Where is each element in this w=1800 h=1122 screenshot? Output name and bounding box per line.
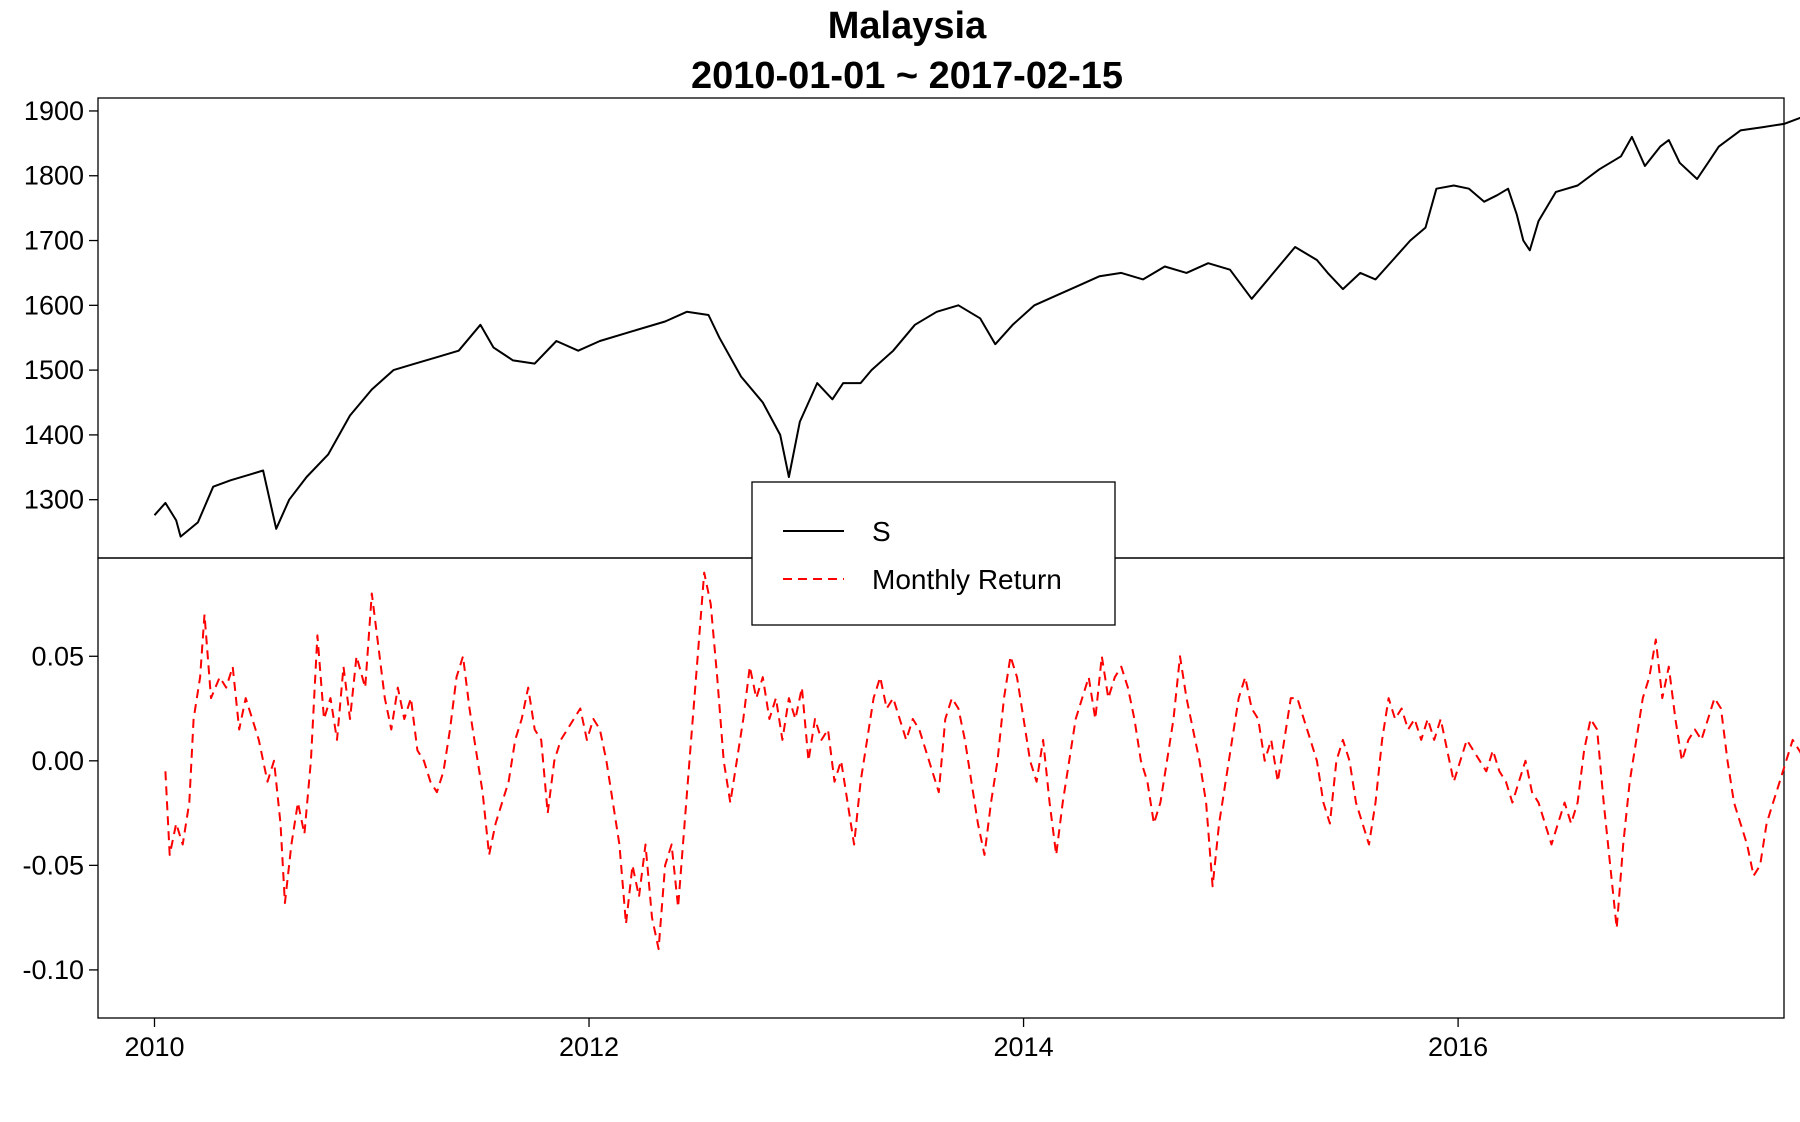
chart-title-line2: 2010-01-01 ~ 2017-02-15 bbox=[691, 55, 1123, 97]
series-line-monthly-return bbox=[164, 571, 1800, 950]
legend: S Monthly Return bbox=[751, 481, 1116, 626]
chart-title-line1: Malaysia bbox=[828, 5, 987, 47]
return-y-tick-label: -0.05 bbox=[22, 850, 84, 880]
series-line-s bbox=[153, 116, 1800, 538]
legend-label-monthly-return: Monthly Return bbox=[872, 564, 1062, 595]
return-y-tick-label: 0.05 bbox=[31, 641, 84, 671]
price-y-tick-label: 1700 bbox=[24, 226, 84, 256]
x-tick-label: 2014 bbox=[994, 1032, 1054, 1062]
price-panel: 1300 1400 1500 1600 1700 1800 1900 bbox=[24, 96, 1800, 559]
x-tick-label: 2010 bbox=[124, 1032, 184, 1062]
legend-label-s: S bbox=[872, 516, 891, 547]
return-y-tick-label: 0.00 bbox=[31, 746, 84, 776]
return-y-tick-label: -0.10 bbox=[22, 955, 84, 985]
price-y-tick-label: 1800 bbox=[24, 161, 84, 191]
price-y-tick-label: 1600 bbox=[24, 290, 84, 320]
price-y-tick-label: 1300 bbox=[24, 485, 84, 515]
x-axis: 2010 2012 2014 2016 bbox=[124, 1018, 1488, 1062]
price-y-tick-label: 1400 bbox=[24, 420, 84, 450]
legend-box bbox=[751, 481, 1116, 626]
price-y-tick-label: 1900 bbox=[24, 96, 84, 126]
x-tick-label: 2016 bbox=[1428, 1032, 1488, 1062]
price-y-tick-label: 1500 bbox=[24, 355, 84, 385]
x-tick-label: 2012 bbox=[559, 1032, 619, 1062]
